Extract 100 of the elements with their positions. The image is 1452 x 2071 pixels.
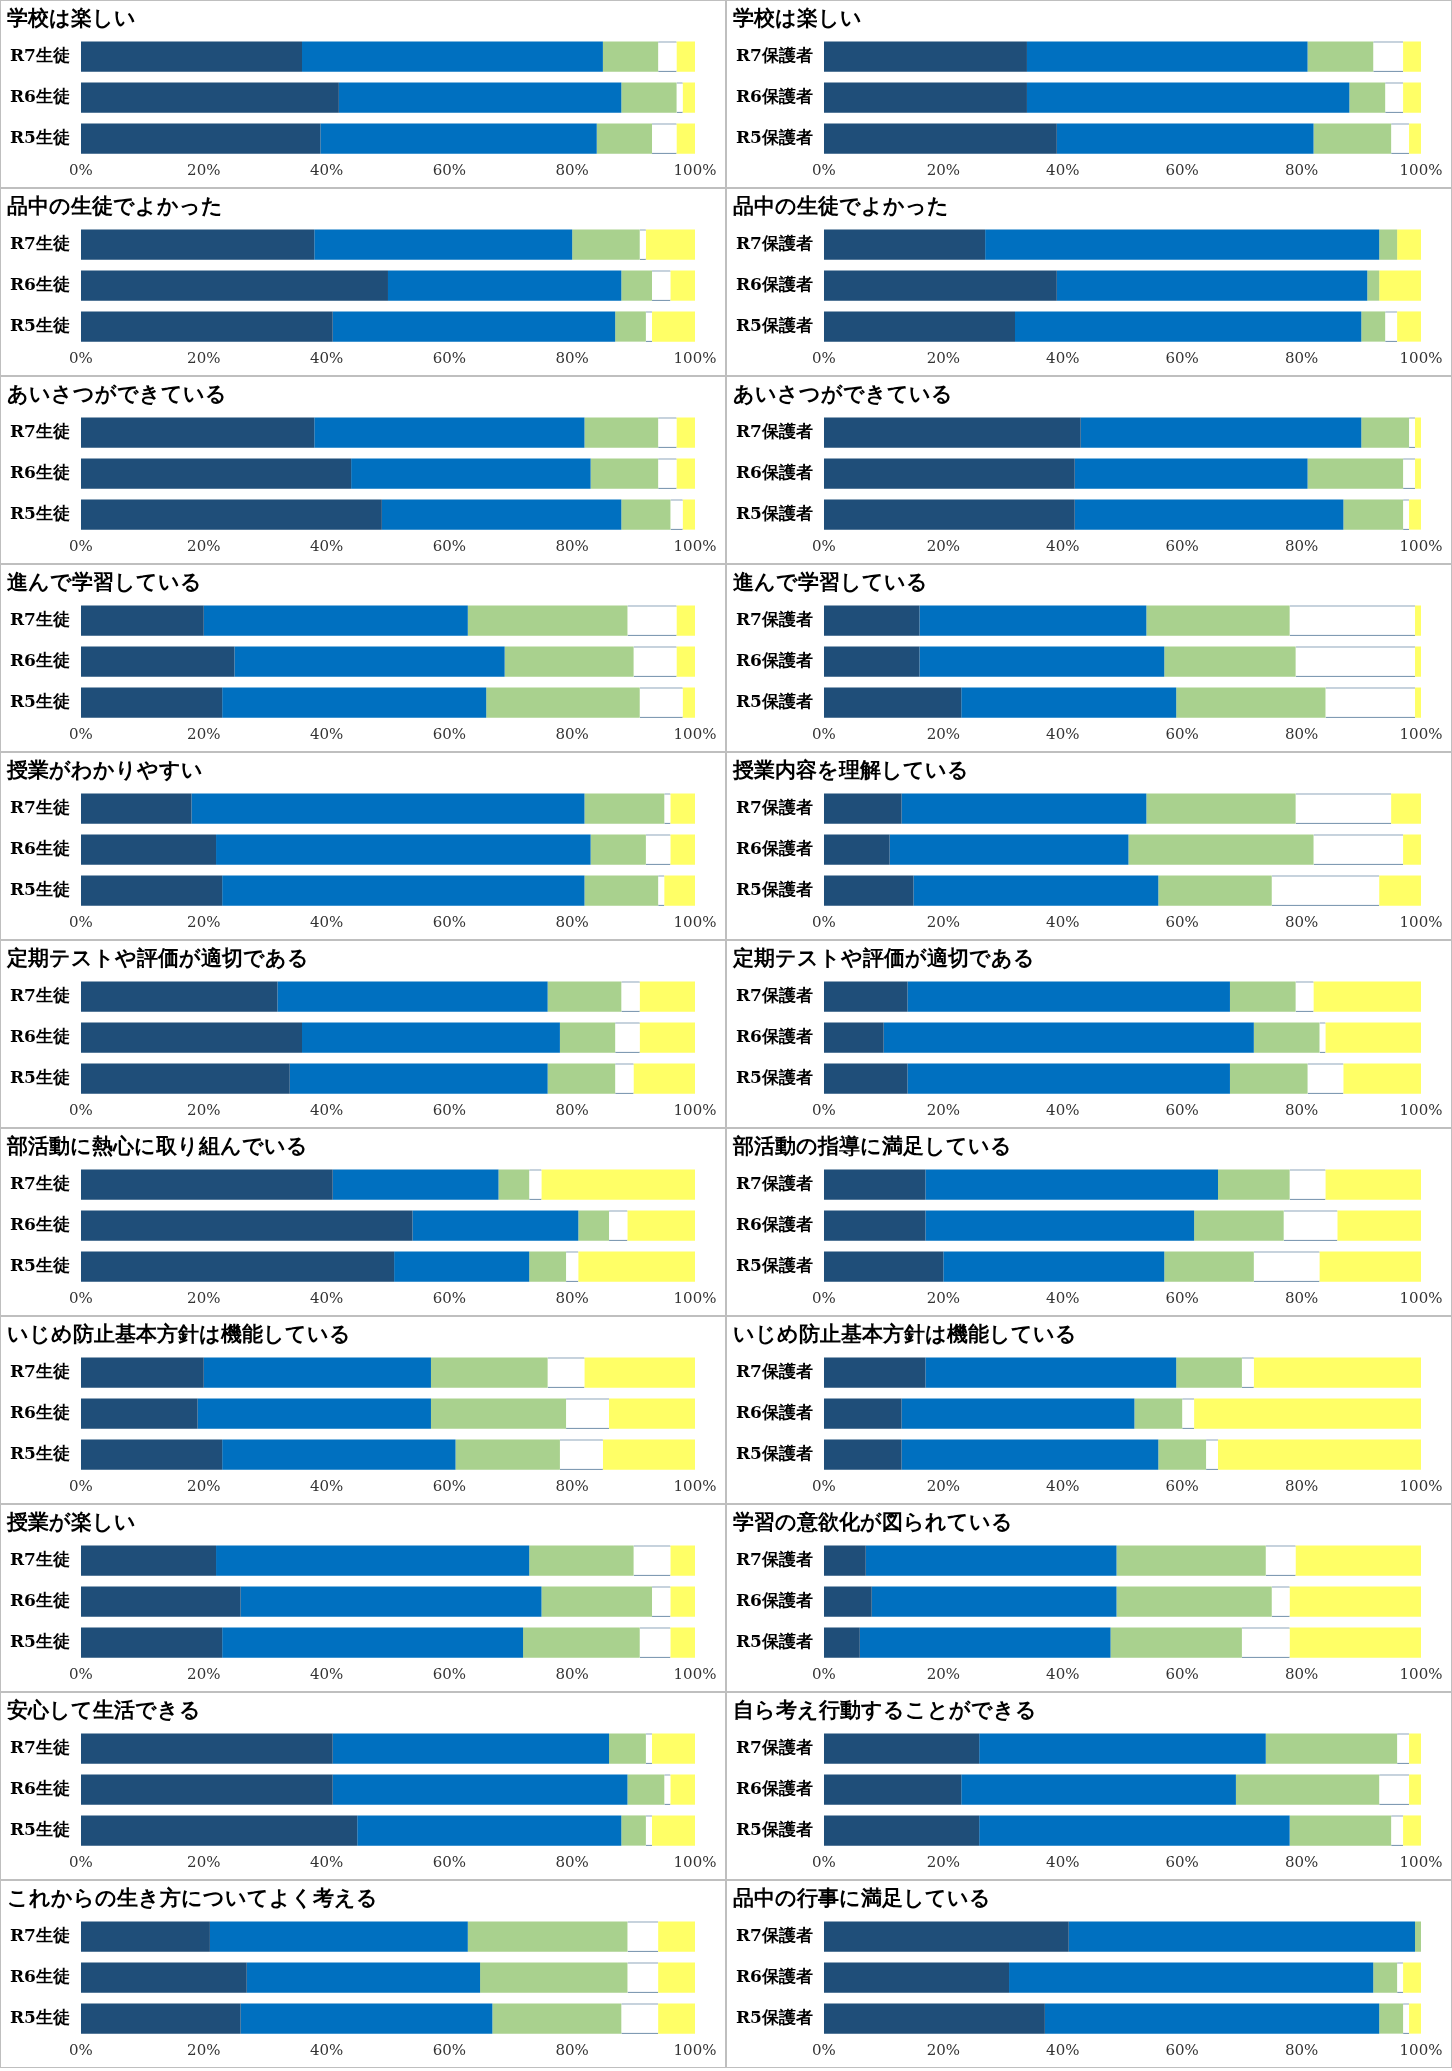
x-tick-label: 0% (69, 1852, 93, 1871)
bar (823, 123, 1057, 154)
bar (80, 646, 235, 677)
y-tick-label: R7生徒 (9, 1925, 70, 1946)
x-tick-label: 40% (309, 1288, 344, 1307)
bar (80, 1210, 413, 1241)
bar (1391, 793, 1421, 824)
x-tick-label: 80% (555, 348, 589, 367)
bar (1056, 123, 1314, 154)
y-tick-label: R7保護者 (735, 233, 813, 254)
y-tick-label: R5生徒 (9, 690, 70, 711)
chart-title: あいさつができている (7, 381, 227, 407)
bar (314, 229, 573, 260)
bar (1379, 270, 1421, 301)
x-tick-label: 80% (1284, 724, 1319, 743)
bar (823, 1169, 926, 1200)
bar (80, 229, 315, 260)
bar (823, 981, 908, 1012)
x-tick-label: 60% (1165, 536, 1199, 555)
y-tick-label: R5保護者 (735, 1630, 813, 1651)
bar (823, 646, 920, 677)
x-tick-label: 60% (432, 1664, 467, 1683)
y-tick-label: R6生徒 (9, 1402, 70, 1423)
x-tick-label: 0% (69, 1664, 93, 1683)
x-tick-label: 20% (187, 724, 221, 743)
y-tick-label: R7保護者 (735, 1925, 813, 1946)
x-tick-label: 100% (1399, 912, 1443, 931)
bar (1415, 646, 1421, 677)
x-tick-label: 80% (1284, 1664, 1319, 1683)
y-tick-label: R7生徒 (9, 233, 70, 254)
chart-title: 品中の生徒でよかった (7, 193, 223, 219)
bar (332, 1733, 610, 1764)
bar (823, 41, 1027, 72)
x-tick-label: 40% (1046, 1476, 1080, 1495)
x-tick-label: 80% (555, 912, 589, 931)
chart-title: 品中の行事に満足している (733, 1885, 991, 1911)
x-tick-label: 20% (926, 1664, 961, 1683)
x-tick-label: 60% (432, 912, 467, 931)
bar (80, 499, 382, 530)
x-tick-label: 60% (432, 1852, 467, 1871)
x-tick-label: 0% (69, 724, 93, 743)
bar (351, 458, 591, 489)
x-tick-label: 60% (432, 160, 467, 179)
chart-title: 授業が楽しい (6, 1509, 136, 1535)
bar (961, 1774, 1236, 1805)
y-tick-label: R6保護者 (735, 1026, 813, 1047)
bar (240, 1586, 542, 1617)
x-tick-label: 20% (926, 348, 961, 367)
x-tick-label: 100% (1399, 1100, 1443, 1119)
chart-title: 学校は楽しい (733, 5, 862, 31)
x-tick-label: 80% (555, 1288, 589, 1307)
x-tick-label: 80% (1284, 1100, 1319, 1119)
x-tick-label: 100% (673, 1100, 717, 1119)
bar (80, 417, 315, 448)
bar (1367, 270, 1380, 301)
x-tick-label: 40% (309, 1476, 344, 1495)
x-tick-label: 0% (812, 348, 836, 367)
y-tick-label: R7生徒 (9, 985, 70, 1006)
y-tick-label: R5保護者 (735, 1818, 813, 1839)
y-tick-label: R7保護者 (735, 1173, 813, 1194)
bar (823, 1545, 866, 1576)
bar (823, 1439, 902, 1470)
y-tick-label: R7保護者 (735, 797, 813, 818)
x-tick-label: 100% (1399, 724, 1443, 743)
x-tick-label: 40% (1046, 1288, 1080, 1307)
x-tick-label: 60% (1165, 348, 1199, 367)
bar (913, 875, 1159, 906)
bar (925, 1210, 1195, 1241)
x-tick-label: 0% (69, 1476, 93, 1495)
bar (823, 1774, 962, 1805)
bar (80, 123, 321, 154)
x-tick-label: 40% (1046, 2040, 1080, 2059)
x-tick-label: 100% (673, 912, 717, 931)
y-tick-label: R7保護者 (735, 609, 813, 630)
bar (1415, 1921, 1421, 1952)
y-tick-label: R7生徒 (9, 1549, 70, 1570)
x-tick-label: 20% (187, 2040, 221, 2059)
y-tick-label: R5保護者 (735, 314, 813, 335)
bar (901, 1398, 1135, 1429)
x-tick-label: 0% (812, 724, 836, 743)
bar (80, 1063, 290, 1094)
x-tick-label: 40% (1046, 536, 1080, 555)
bar (943, 1251, 1165, 1282)
y-tick-label: R6生徒 (9, 1214, 70, 1235)
x-tick-label: 20% (926, 2040, 961, 2059)
y-tick-label: R5生徒 (9, 1254, 70, 1275)
bar (216, 834, 591, 865)
chart-title: 定期テストや評価が適切である (6, 945, 309, 971)
y-tick-label: R5生徒 (9, 1818, 70, 1839)
bar (1379, 229, 1398, 260)
y-tick-label: R6生徒 (9, 274, 70, 295)
x-tick-label: 60% (432, 724, 467, 743)
bar (1074, 499, 1344, 530)
x-tick-label: 40% (1046, 348, 1080, 367)
y-tick-label: R7保護者 (735, 1361, 813, 1382)
bar (240, 2003, 493, 2034)
y-tick-label: R6生徒 (9, 1966, 70, 1987)
x-tick-label: 0% (69, 348, 93, 367)
x-tick-label: 100% (673, 1664, 717, 1683)
chart-title: 学習の意欲化が図られている (733, 1509, 1013, 1535)
